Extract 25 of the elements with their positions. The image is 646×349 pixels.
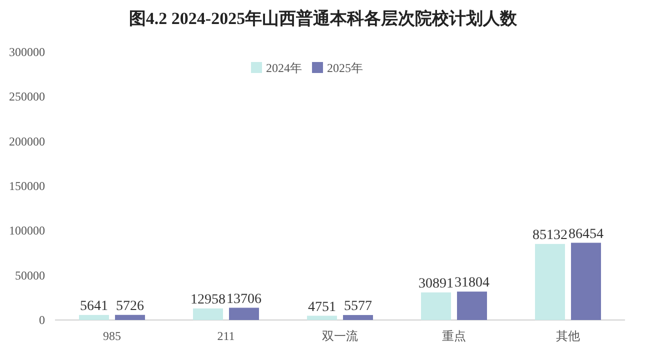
ytick: 50000	[15, 268, 45, 282]
ytick: 0	[39, 313, 45, 327]
data-label: 30891	[418, 276, 454, 292]
xtick: 其他	[556, 329, 580, 343]
title: 图4.2 2024-2025年山西普通本科各层次院校计划人数	[128, 9, 518, 28]
data-label: 5577	[344, 299, 372, 314]
data-label: 86454	[568, 226, 604, 242]
ytick: 150000	[9, 179, 45, 193]
xtick: 211	[217, 329, 235, 343]
data-label: 5641	[80, 298, 108, 314]
data-label: 85132	[532, 228, 568, 243]
xtick: 重点	[442, 329, 466, 343]
legend-label: 2025年	[327, 61, 363, 75]
legend-label: 2024年	[266, 61, 302, 75]
ytick: 200000	[9, 134, 45, 148]
data-label: 31804	[454, 276, 490, 291]
ytick: 250000	[9, 90, 45, 104]
ytick: 300000	[9, 45, 45, 59]
xtick: 985	[103, 329, 121, 343]
ytick: 100000	[9, 224, 45, 238]
data-label: 4751	[308, 300, 336, 315]
data-label: 12958	[190, 292, 226, 308]
data-label: 5726	[116, 298, 144, 314]
xtick: 双一流	[322, 329, 358, 343]
data-label: 13706	[226, 292, 262, 307]
